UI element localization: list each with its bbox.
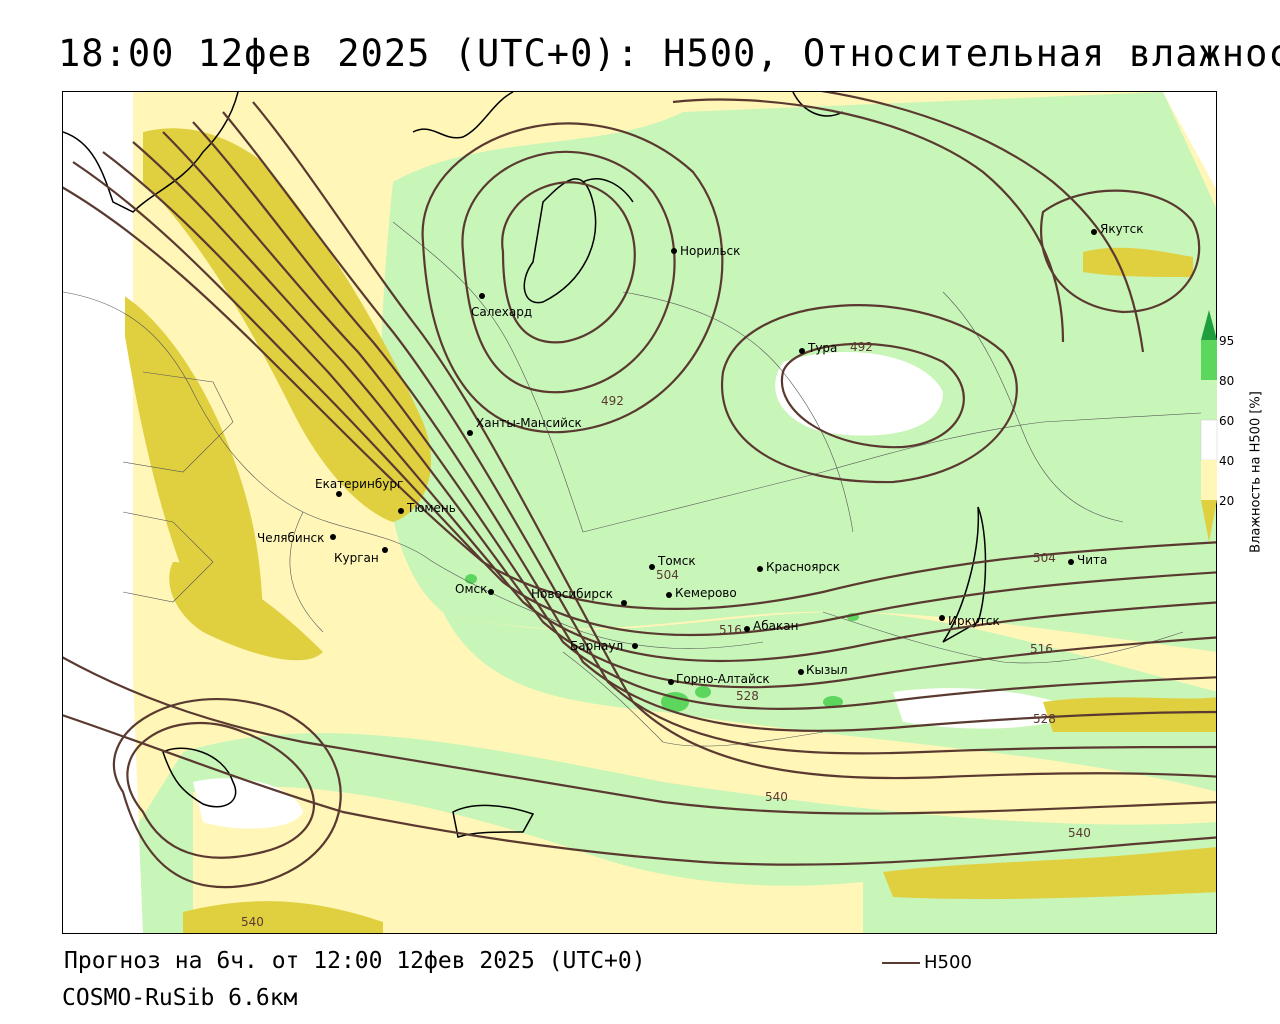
humidity-legend: 95 80 60 40 20: [1199, 310, 1279, 590]
contour-label: 540: [765, 790, 788, 804]
city-label-tomsk: Томск: [657, 554, 696, 568]
city-label-irkutsk: Иркутск: [948, 614, 1000, 628]
city-marker: [467, 430, 473, 436]
city-label-tyumen: Тюмень: [406, 501, 456, 515]
contour-label: 528: [1033, 712, 1056, 726]
legend-swatch-lt20: [1201, 500, 1217, 542]
h500-line-swatch: [882, 961, 920, 964]
city-marker: [798, 669, 804, 675]
contour-label: 504: [656, 568, 679, 582]
humidity-field: [63, 92, 1216, 933]
city-marker: [621, 600, 627, 606]
city-label-kurgan: Курган: [334, 551, 379, 565]
legend-tick: 60: [1219, 414, 1235, 428]
city-marker: [671, 248, 677, 254]
forecast-info: Прогноз на 6ч. от 12:00 12фев 2025 (UTC+…: [64, 948, 646, 974]
city-label-barnaul: Барнаул: [570, 639, 623, 653]
contour-label: 492: [850, 340, 873, 354]
city-marker: [479, 293, 485, 299]
city-marker: [1068, 559, 1074, 565]
legend-swatch-gt95: [1201, 310, 1217, 340]
city-marker: [649, 564, 655, 570]
contour-label: 516: [719, 623, 742, 637]
legend-tick: 95: [1219, 334, 1235, 348]
city-label-krasnoyarsk: Красноярск: [766, 560, 840, 574]
city-label-khanty-mansiysk: Ханты-Мансийск: [476, 416, 582, 430]
city-label-novosibirsk: Новосибирск: [531, 587, 613, 601]
city-marker: [666, 592, 672, 598]
region-borders: [63, 221, 1216, 747]
city-label-chita: Чита: [1077, 553, 1107, 567]
contour-label: 528: [736, 689, 759, 703]
legend-tick: 80: [1219, 374, 1235, 388]
h500-legend-label: H500: [924, 952, 972, 973]
contour-labels: 492 492 504 504 516 516 528 528 540 540 …: [241, 340, 1091, 929]
contour-label: 540: [241, 915, 264, 929]
city-label-tura: Тура: [807, 341, 837, 355]
city-label-gorno-altaysk: Горно-Алтайск: [676, 672, 770, 686]
city-marker: [330, 534, 336, 540]
contour-label: 504: [1033, 551, 1056, 565]
city-label-yakutsk: Якутск: [1100, 222, 1144, 236]
model-name: COSMO-RuSib 6.6км: [62, 985, 298, 1011]
city-marker: [398, 508, 404, 514]
city-marker: [632, 643, 638, 649]
contour-label: 492: [601, 394, 624, 408]
weather-map: 492 492 504 504 516 516 528 528 540 540 …: [62, 91, 1217, 934]
contour-label: 516: [1030, 642, 1053, 656]
city-label-kemerovo: Кемерово: [675, 586, 737, 600]
city-marker: [1091, 229, 1097, 235]
map-title: 18:00 12фев 2025 (UTC+0): H500, Относите…: [58, 32, 1280, 75]
city-marker: [939, 615, 945, 621]
city-marker: [382, 547, 388, 553]
city-label-omsk: Омск: [455, 582, 487, 596]
legend-tick: 40: [1219, 454, 1235, 468]
h500-contours: [63, 92, 1216, 889]
city-label-yekaterinburg: Екатеринбург: [315, 477, 403, 491]
legend-swatch-80-95: [1201, 340, 1217, 380]
city-marker: [488, 589, 494, 595]
city-label-abakan: Абакан: [753, 619, 798, 633]
city-label-chelyabinsk: Челябинск: [257, 531, 324, 545]
h500-line-legend: H500: [882, 952, 972, 973]
legend-colorbar: [1200, 310, 1218, 542]
map-canvas: 492 492 504 504 516 516 528 528 540 540 …: [63, 92, 1216, 933]
contour-label: 540: [1068, 826, 1091, 840]
legend-swatch-40-60: [1200, 419, 1218, 461]
city-marker: [336, 491, 342, 497]
city-marker: [744, 626, 750, 632]
legend-axis-text: Влажность на H500 [%]: [1248, 391, 1264, 553]
city-marker: [799, 348, 805, 354]
city-label-norilsk: Норильск: [680, 244, 740, 258]
city-label-salekhard: Салехард: [471, 305, 532, 319]
city-markers: Норильск Якутск Салехард Тура Ханты-Манс…: [257, 222, 1144, 686]
city-label-kyzyl: Кызыл: [806, 663, 848, 677]
legend-tick: 20: [1219, 494, 1235, 508]
legend-swatch-60-80: [1201, 380, 1217, 420]
city-marker: [757, 566, 763, 572]
city-marker: [668, 679, 674, 685]
legend-axis-label: Влажность на H500 [%]: [1246, 352, 1266, 592]
legend-swatch-20-40: [1201, 460, 1217, 500]
